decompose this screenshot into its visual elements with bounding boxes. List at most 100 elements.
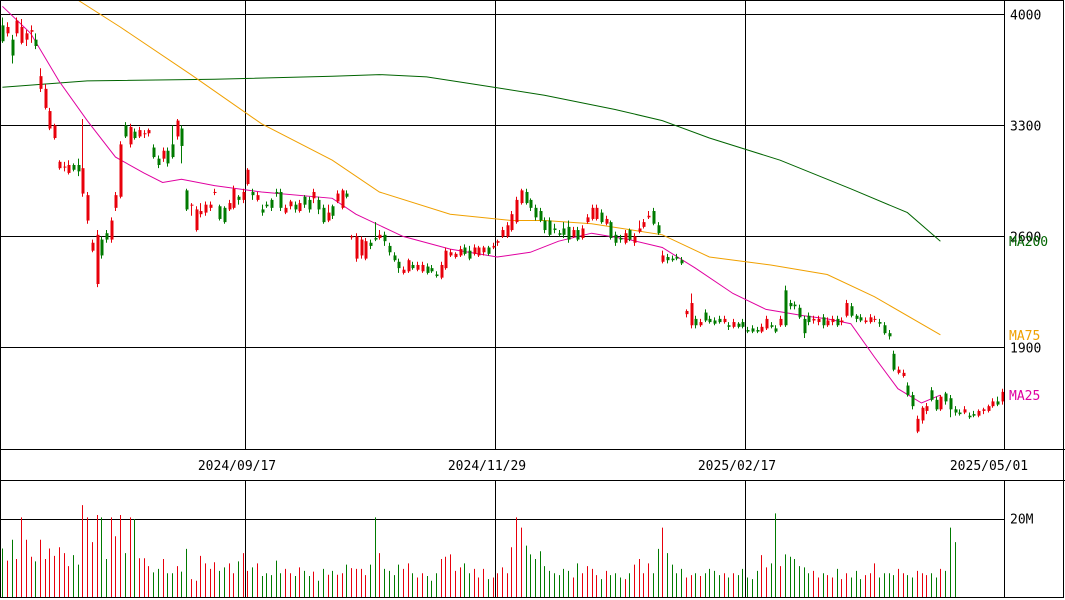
candle-body <box>473 247 477 254</box>
candle <box>303 195 307 208</box>
candle <box>256 191 260 202</box>
candle <box>195 206 199 232</box>
candle <box>727 322 731 331</box>
candle-body <box>369 242 373 246</box>
candle-body <box>727 325 731 327</box>
candle <box>411 261 415 270</box>
candle-body <box>487 247 491 254</box>
candle-body <box>694 318 698 326</box>
price-tick-label: 1900 <box>1010 341 1041 356</box>
candle-body <box>180 128 184 146</box>
candle <box>873 315 877 323</box>
candle-body <box>482 247 486 253</box>
candle <box>746 326 750 334</box>
x-tick-label: 2025/05/01 <box>950 459 1028 474</box>
volume-y-labels: 20M <box>1010 512 1034 527</box>
candle <box>440 261 444 280</box>
candle <box>671 255 675 262</box>
candle-body <box>284 207 288 213</box>
candle-body <box>143 133 147 135</box>
candle <box>204 201 208 216</box>
candle-body <box>921 407 925 421</box>
candle-body <box>789 303 793 307</box>
candle-body <box>218 206 222 219</box>
candle-body <box>930 390 934 400</box>
candle <box>397 258 401 273</box>
candle <box>968 412 972 419</box>
candle-body <box>322 207 326 223</box>
candle-body <box>793 304 797 307</box>
candle-body <box>1001 391 1005 402</box>
candle <box>185 188 189 212</box>
candle-body <box>454 253 458 258</box>
candle-body <box>543 220 547 231</box>
candle-body <box>586 217 590 223</box>
candle-body <box>48 111 52 129</box>
candle <box>760 323 764 334</box>
candle-body <box>831 318 835 323</box>
candle <box>67 160 71 175</box>
candle-body <box>548 220 552 235</box>
candle-body <box>204 204 208 213</box>
candle-body <box>826 320 830 326</box>
candle <box>58 160 62 170</box>
candle-body <box>72 165 76 170</box>
candle <box>803 315 807 338</box>
candles <box>1 17 1005 434</box>
candle-body <box>558 233 562 235</box>
candle-body <box>416 264 420 270</box>
candle <box>930 387 934 402</box>
candle-body <box>822 317 826 326</box>
candle <box>939 395 943 411</box>
candle-body <box>402 269 406 273</box>
candle <box>223 206 227 224</box>
candle-body <box>275 191 279 194</box>
candle <box>143 130 147 139</box>
candle <box>539 207 543 223</box>
candle-body <box>685 310 689 315</box>
candle-body <box>562 228 566 235</box>
candle <box>822 314 826 329</box>
candle <box>147 128 151 137</box>
candle <box>826 317 830 327</box>
candle <box>81 118 85 197</box>
candle <box>694 315 698 329</box>
price-y-labels: 4000 3300 2600 1900 <box>1010 8 1041 356</box>
candle-body <box>916 418 920 432</box>
candle-body <box>63 166 67 168</box>
candle <box>685 309 689 318</box>
candle <box>958 409 962 416</box>
candle-body <box>96 234 100 284</box>
candle <box>713 317 717 326</box>
x-tick-label: 2024/11/29 <box>448 459 526 474</box>
candle-body <box>223 207 227 223</box>
candle <box>48 107 52 131</box>
candle-body <box>991 401 995 407</box>
candle <box>477 245 481 258</box>
candle <box>708 315 712 324</box>
candle <box>657 222 661 235</box>
candle-body <box>152 147 156 158</box>
candle <box>963 406 967 415</box>
candle <box>246 168 250 186</box>
candle <box>543 217 547 234</box>
candle-body <box>746 330 750 332</box>
candle-body <box>91 242 95 251</box>
candle-body <box>105 233 109 240</box>
ma-line-ma25 <box>2 5 941 404</box>
candle <box>322 204 326 224</box>
candle-body <box>539 211 543 221</box>
candle <box>954 406 958 416</box>
candle-body <box>119 144 123 197</box>
candle <box>110 217 114 243</box>
candle-body <box>81 168 85 194</box>
ma-label-ma75: MA75 <box>1009 329 1040 344</box>
candle <box>378 230 382 240</box>
candle <box>690 293 694 329</box>
candle-body <box>510 214 514 231</box>
candle-body <box>270 199 274 208</box>
candle-body <box>529 199 533 208</box>
candle-body <box>756 330 760 332</box>
